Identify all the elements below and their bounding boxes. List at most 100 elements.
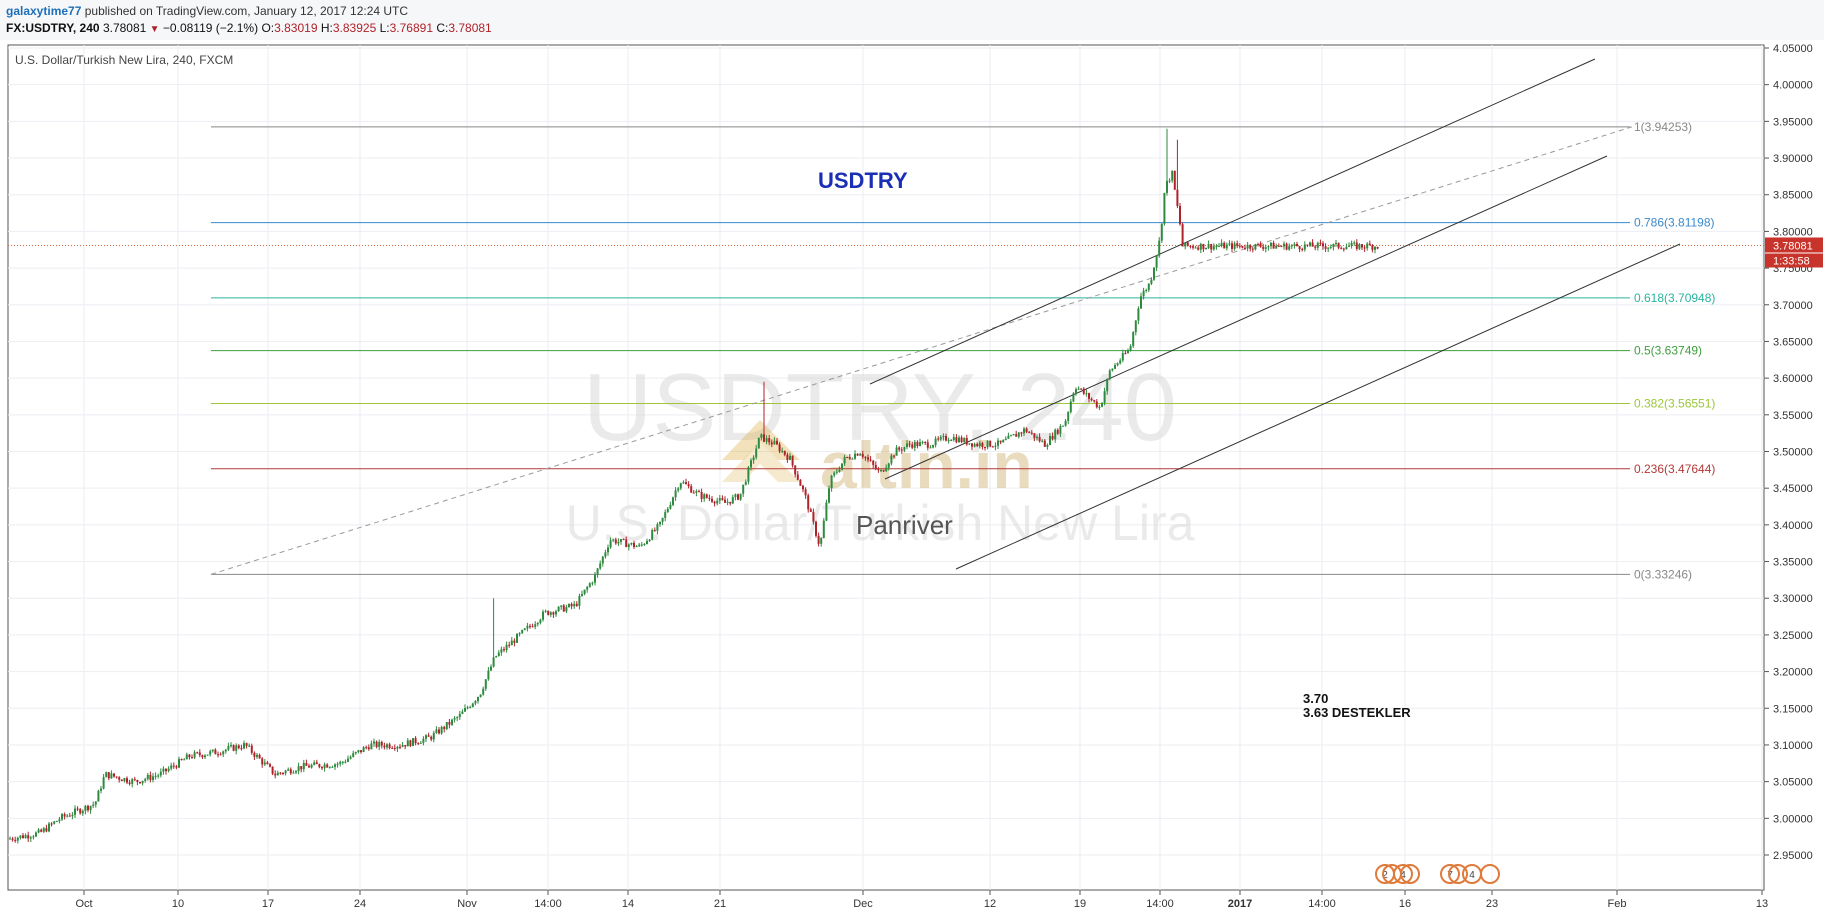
candle: [35, 831, 37, 838]
candle-body: [370, 743, 373, 750]
candle-body: [828, 488, 830, 503]
candle: [357, 749, 360, 754]
candle-body: [716, 500, 719, 504]
candle: [703, 492, 706, 502]
candle-body: [1218, 246, 1220, 248]
candle: [679, 482, 682, 491]
candle-body: [721, 498, 724, 500]
candle-body: [612, 539, 615, 541]
candle-body: [1041, 440, 1044, 442]
candle-body: [1121, 353, 1124, 361]
candle-body: [531, 626, 534, 628]
candle: [414, 736, 417, 746]
candle-body: [906, 443, 908, 448]
candle-body: [162, 768, 165, 772]
candle-body: [789, 455, 791, 460]
candle-body: [409, 740, 412, 746]
fib-level-label: 0.382(3.56551): [1634, 396, 1715, 410]
candle: [698, 489, 700, 493]
candle: [604, 549, 607, 559]
candle-body: [328, 766, 331, 768]
candle-body: [1309, 242, 1311, 246]
candle-body: [404, 745, 407, 747]
x-tick-label: 14:00: [1146, 898, 1174, 910]
candle: [1033, 433, 1036, 442]
candle-body: [685, 482, 687, 485]
candle: [1116, 362, 1119, 367]
candle-body: [1023, 428, 1025, 434]
candle: [544, 609, 547, 613]
candle: [838, 466, 841, 473]
candle-body: [575, 603, 578, 606]
candle: [1202, 243, 1205, 252]
close-value: 3.78081: [448, 21, 492, 35]
candle: [924, 441, 927, 445]
candle: [1140, 292, 1142, 310]
event-flag-icon: [1400, 864, 1420, 884]
candle-body: [50, 823, 53, 825]
candle-body: [958, 437, 960, 443]
candle-body: [1199, 243, 1202, 250]
candle-body: [245, 743, 248, 746]
candle: [1049, 433, 1051, 446]
candle-body: [1283, 243, 1285, 247]
candle-body: [677, 488, 680, 491]
candle: [1329, 244, 1332, 250]
candle-body: [674, 490, 677, 498]
candle-body: [427, 735, 430, 737]
candle-body: [1244, 247, 1246, 249]
candle: [1309, 241, 1311, 248]
candle: [1004, 436, 1007, 441]
candle: [409, 739, 412, 748]
candle: [919, 438, 921, 447]
candle-body: [755, 448, 758, 458]
candle: [513, 638, 516, 647]
x-tick-label: 21: [714, 898, 726, 910]
candle-body: [596, 568, 599, 575]
candle: [453, 716, 456, 723]
candle-body: [869, 459, 872, 461]
candle: [984, 446, 986, 451]
candle: [854, 450, 856, 460]
candle-body: [1168, 180, 1171, 182]
event-marker[interactable]: 4: [1393, 864, 1413, 884]
candle: [786, 452, 789, 463]
author-link[interactable]: galaxytime77: [6, 4, 82, 18]
candle-body: [1267, 246, 1270, 248]
candle-body: [604, 552, 607, 557]
candle-body: [1088, 393, 1090, 399]
candle: [193, 750, 196, 760]
candle-body: [1332, 244, 1335, 248]
candle: [66, 814, 69, 818]
candle: [326, 763, 329, 768]
candle: [1184, 242, 1187, 250]
candle-body: [412, 738, 414, 746]
candle: [687, 481, 690, 489]
fib-level-label: 0.786(3.81198): [1634, 216, 1715, 230]
candle-body: [347, 758, 349, 762]
candle-body: [997, 440, 999, 446]
candle-body: [929, 447, 932, 449]
candle: [1293, 242, 1296, 249]
candle-body: [53, 821, 56, 824]
candle: [1348, 242, 1350, 247]
candle: [916, 440, 919, 449]
candle: [778, 442, 781, 454]
chart-title: U.S. Dollar/Turkish New Lira, 240, FXCM: [15, 53, 233, 67]
candle: [721, 495, 724, 501]
candle-body: [1030, 432, 1033, 434]
candle-body: [235, 745, 238, 751]
candle: [900, 446, 903, 454]
candle-body: [1033, 433, 1036, 439]
y-tick-label: 3.30000: [1773, 593, 1813, 605]
candle: [622, 538, 625, 541]
candle-body: [1176, 189, 1179, 206]
x-tick-label: 12: [984, 898, 996, 910]
candle: [737, 493, 739, 501]
x-tick-label: 16: [1399, 898, 1411, 910]
low-value: 3.76891: [389, 21, 433, 35]
candle: [84, 804, 87, 815]
candle-body: [864, 456, 867, 458]
candle: [692, 489, 695, 494]
